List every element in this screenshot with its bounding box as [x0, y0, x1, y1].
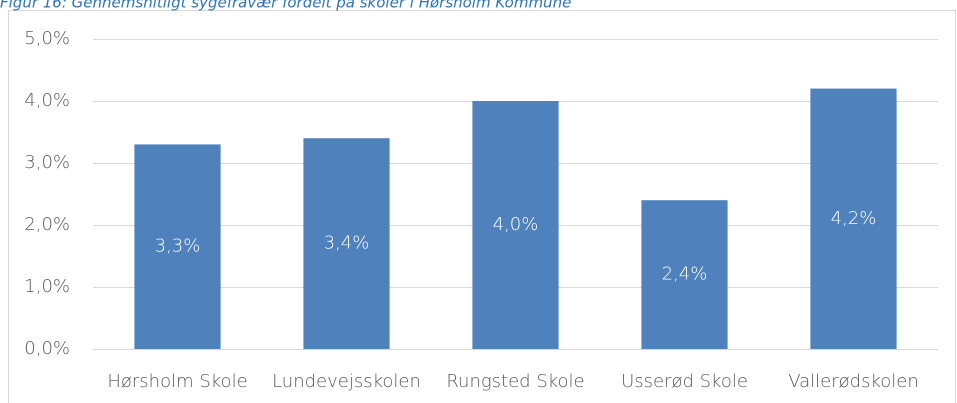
- data-label: 3,3%: [155, 236, 201, 257]
- y-tick-label: 2,0%: [24, 214, 70, 235]
- bar: [810, 88, 897, 349]
- x-tick-label: Vallerødskolen: [788, 371, 919, 392]
- x-tick-label: Hørsholm Skole: [107, 371, 247, 392]
- x-tick-label: Rungsted Skole: [446, 371, 584, 392]
- bar: [641, 200, 728, 349]
- data-label: 4,0%: [493, 214, 539, 235]
- data-label: 2,4%: [662, 264, 708, 285]
- bar: [134, 144, 221, 349]
- y-tick-label: 3,0%: [24, 152, 70, 173]
- title-band: [0, 0, 957, 10]
- y-tick-label: 5,0%: [24, 28, 70, 49]
- bar: [303, 138, 390, 349]
- x-tick-label: Lundevejsskolen: [272, 371, 421, 392]
- y-tick-label: 1,0%: [24, 276, 70, 297]
- data-label: 4,2%: [831, 208, 877, 229]
- bar: [472, 101, 559, 349]
- y-tick-label: 0,0%: [24, 338, 70, 359]
- data-label: 3,4%: [324, 233, 370, 254]
- chart-frame: [8, 10, 956, 403]
- y-tick-label: 4,0%: [24, 90, 70, 111]
- chart-title: Figur 16: Gennemsnitligt sygefravær ford…: [0, 0, 571, 12]
- x-tick-label: Usserød Skole: [621, 371, 748, 392]
